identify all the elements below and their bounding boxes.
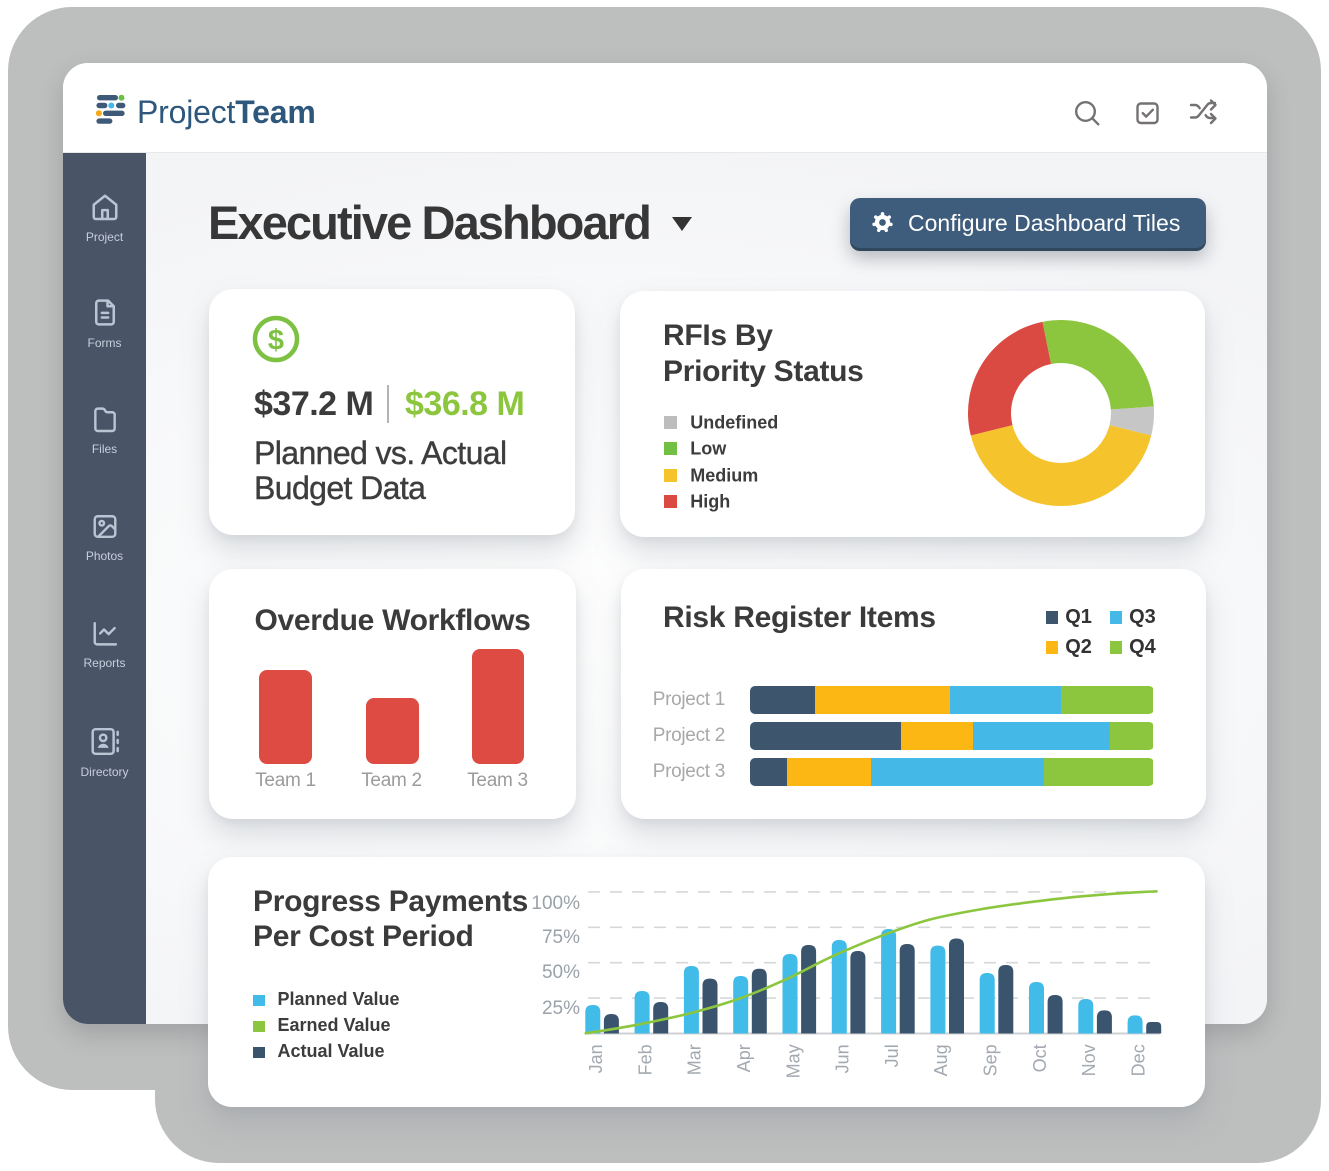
svg-text:Apr: Apr	[734, 1044, 754, 1072]
svg-text:Jan: Jan	[586, 1044, 606, 1073]
svg-text:Nov: Nov	[1079, 1044, 1099, 1076]
svg-text:Jul: Jul	[882, 1044, 902, 1067]
svg-text:Dec: Dec	[1128, 1044, 1148, 1076]
svg-text:75%: 75%	[542, 927, 580, 948]
svg-text:Feb: Feb	[635, 1044, 655, 1075]
svg-text:May: May	[783, 1044, 803, 1078]
svg-text:Jun: Jun	[833, 1044, 853, 1073]
svg-text:Mar: Mar	[685, 1044, 705, 1075]
svg-text:Sep: Sep	[981, 1044, 1001, 1076]
svg-text:50%: 50%	[542, 962, 580, 983]
svg-text:Aug: Aug	[931, 1044, 951, 1076]
svg-text:$: $	[268, 325, 284, 357]
svg-text:25%: 25%	[542, 998, 580, 1019]
svg-text:100%: 100%	[531, 893, 580, 914]
svg-text:Oct: Oct	[1030, 1044, 1050, 1072]
